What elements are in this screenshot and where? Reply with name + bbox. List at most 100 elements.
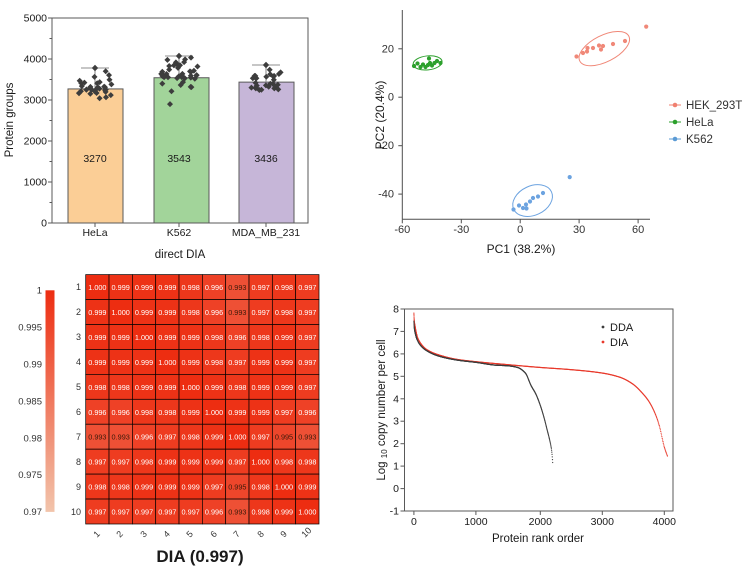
svg-text:0.997: 0.997: [252, 283, 270, 292]
svg-text:0.997: 0.997: [112, 458, 130, 467]
svg-text:0.999: 0.999: [158, 383, 176, 392]
svg-text:0.999: 0.999: [158, 308, 176, 317]
svg-text:2: 2: [393, 438, 399, 450]
svg-text:2000: 2000: [529, 516, 553, 528]
svg-text:DIA (0.997): DIA (0.997): [156, 547, 243, 566]
svg-text:0.993: 0.993: [112, 433, 130, 442]
svg-text:1.000: 1.000: [182, 383, 200, 392]
svg-text:5: 5: [393, 371, 399, 383]
svg-text:Protein groups: Protein groups: [4, 82, 16, 157]
svg-text:0.998: 0.998: [252, 508, 270, 517]
svg-text:-30: -30: [453, 224, 469, 236]
svg-text:0: 0: [393, 483, 399, 495]
svg-text:0.997: 0.997: [112, 508, 130, 517]
svg-text:3: 3: [393, 416, 399, 428]
svg-text:0.995: 0.995: [18, 323, 42, 334]
svg-text:3: 3: [138, 529, 149, 540]
svg-text:0.999: 0.999: [275, 508, 293, 517]
svg-text:8: 8: [76, 457, 81, 467]
svg-text:0.999: 0.999: [182, 333, 200, 342]
svg-text:0.997: 0.997: [88, 458, 106, 467]
svg-text:0.999: 0.999: [158, 333, 176, 342]
svg-text:1.000: 1.000: [112, 308, 130, 317]
svg-text:0: 0: [517, 224, 523, 236]
svg-text:DIA: DIA: [610, 337, 629, 349]
svg-text:0.993: 0.993: [228, 508, 246, 517]
svg-text:4000: 4000: [24, 54, 48, 66]
svg-text:direct DIA: direct DIA: [155, 249, 206, 261]
svg-text:0.996: 0.996: [88, 408, 106, 417]
svg-text:0.998: 0.998: [275, 283, 293, 292]
svg-text:9: 9: [278, 529, 289, 540]
svg-text:7: 7: [393, 326, 399, 338]
svg-text:0.999: 0.999: [275, 383, 293, 392]
svg-text:0: 0: [411, 516, 417, 528]
svg-text:0.999: 0.999: [182, 483, 200, 492]
svg-text:5: 5: [76, 382, 81, 392]
svg-text:0.996: 0.996: [112, 408, 130, 417]
svg-text:0.999: 0.999: [182, 408, 200, 417]
svg-text:0.996: 0.996: [228, 333, 246, 342]
svg-text:1: 1: [37, 286, 42, 297]
svg-text:HeLa: HeLa: [686, 117, 714, 129]
svg-text:1: 1: [393, 461, 399, 473]
svg-text:0.999: 0.999: [135, 358, 153, 367]
svg-text:0.998: 0.998: [205, 333, 223, 342]
svg-text:0.997: 0.997: [135, 508, 153, 517]
svg-text:9: 9: [76, 482, 81, 492]
svg-text:0.998: 0.998: [275, 458, 293, 467]
svg-text:0.999: 0.999: [252, 383, 270, 392]
svg-text:8: 8: [393, 304, 399, 316]
svg-text:2000: 2000: [24, 136, 48, 148]
svg-text:0.999: 0.999: [135, 483, 153, 492]
svg-text:0.997: 0.997: [275, 408, 293, 417]
svg-text:3436: 3436: [254, 153, 278, 165]
svg-text:0.998: 0.998: [158, 408, 176, 417]
svg-text:0.998: 0.998: [275, 308, 293, 317]
svg-text:0.999: 0.999: [228, 408, 246, 417]
svg-text:5000: 5000: [24, 13, 48, 25]
svg-text:0.999: 0.999: [252, 358, 270, 367]
svg-text:0: 0: [41, 218, 47, 230]
svg-text:1: 1: [91, 529, 102, 540]
svg-text:0.999: 0.999: [158, 283, 176, 292]
svg-text:1: 1: [76, 282, 81, 292]
svg-text:0.997: 0.997: [298, 333, 316, 342]
svg-text:0.999: 0.999: [112, 333, 130, 342]
svg-text:30: 30: [573, 224, 585, 236]
svg-text:0.998: 0.998: [112, 483, 130, 492]
svg-text:0.996: 0.996: [298, 408, 316, 417]
svg-text:0.999: 0.999: [205, 458, 223, 467]
svg-text:0.997: 0.997: [228, 358, 246, 367]
svg-text:3000: 3000: [24, 95, 48, 107]
svg-text:3: 3: [76, 332, 81, 342]
svg-text:0.99: 0.99: [24, 359, 43, 370]
svg-text:1.000: 1.000: [135, 333, 153, 342]
svg-text:10: 10: [71, 507, 81, 517]
svg-text:0.997: 0.997: [298, 283, 316, 292]
svg-text:PC1 (38.2%): PC1 (38.2%): [487, 242, 556, 256]
svg-text:0.996: 0.996: [135, 433, 153, 442]
svg-text:0.975: 0.975: [18, 470, 42, 481]
svg-text:1000: 1000: [24, 177, 48, 189]
svg-text:4: 4: [76, 357, 81, 367]
svg-text:Log 10 copy number per cell: Log 10 copy number per cell: [376, 339, 389, 480]
svg-text:0.999: 0.999: [88, 358, 106, 367]
svg-text:6: 6: [76, 407, 81, 417]
svg-text:8: 8: [255, 529, 266, 540]
svg-text:0: 0: [388, 92, 394, 104]
svg-text:1.000: 1.000: [275, 483, 293, 492]
svg-text:2: 2: [76, 307, 81, 317]
svg-text:0.993: 0.993: [88, 433, 106, 442]
svg-text:DDA: DDA: [610, 322, 634, 334]
svg-text:0.995: 0.995: [228, 483, 246, 492]
svg-text:-1: -1: [390, 506, 399, 518]
svg-text:4: 4: [393, 393, 399, 405]
svg-text:0.997: 0.997: [298, 308, 316, 317]
svg-text:5: 5: [184, 529, 195, 540]
svg-text:0.995: 0.995: [275, 433, 293, 442]
svg-text:6: 6: [208, 529, 219, 540]
svg-text:1.000: 1.000: [298, 508, 316, 517]
svg-text:0.996: 0.996: [205, 308, 223, 317]
svg-text:0.999: 0.999: [158, 483, 176, 492]
